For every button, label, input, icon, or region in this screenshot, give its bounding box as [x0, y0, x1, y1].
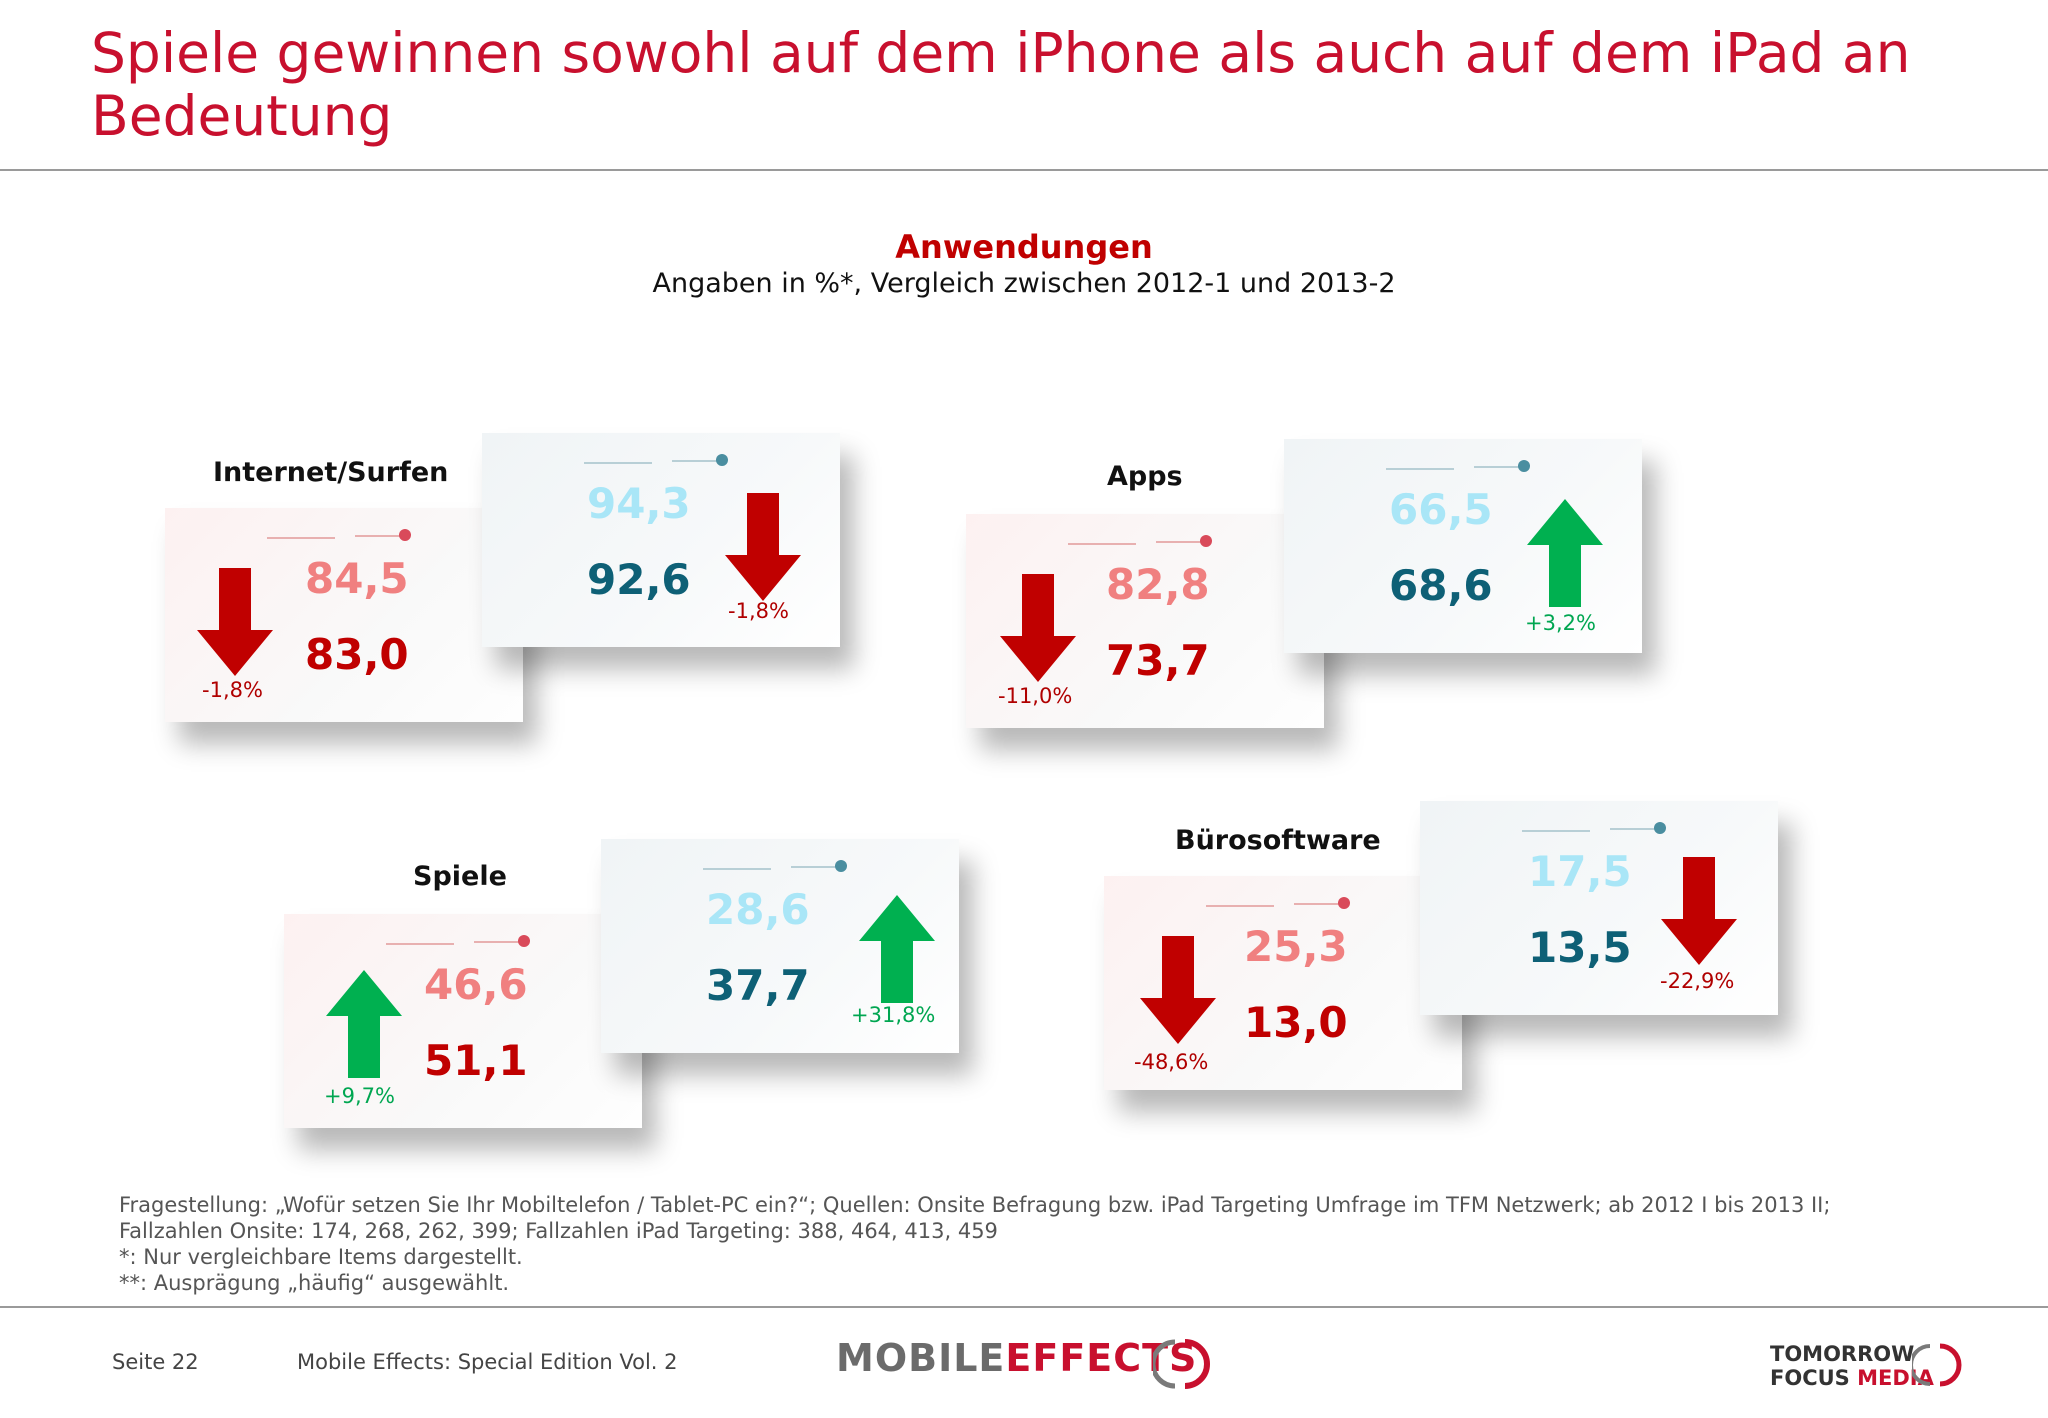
value-2013: 37,7	[706, 961, 810, 1010]
tomorrow-focus-media-mark-icon	[1912, 1343, 1962, 1387]
change-percent: +3,2%	[1525, 611, 1596, 635]
phone-device-decor-icon	[1068, 535, 1212, 547]
arrow-down-icon	[197, 568, 273, 676]
chart-title: Anwendungen	[895, 228, 1153, 266]
mobile-effects-logo: MOBILEEFFECTS	[836, 1336, 1198, 1380]
publication-name: Mobile Effects: Special Edition Vol. 2	[297, 1350, 678, 1374]
value-2012: 82,8	[1106, 560, 1210, 609]
phone-card: 82,8 73,7 -11,0%	[966, 514, 1324, 728]
group-label: Internet/Surfen	[213, 457, 449, 488]
phone-device-decor-icon	[267, 529, 411, 541]
arrow-down-icon	[1661, 857, 1737, 965]
page-title: Spiele gewinnen sowohl auf dem iPhone al…	[91, 21, 1911, 148]
group-label: Apps	[1107, 461, 1183, 492]
arrow-up-icon	[1527, 499, 1603, 607]
change-percent: -1,8%	[202, 678, 263, 702]
chart-subtitle: Angaben in %*, Vergleich zwischen 2012-1…	[652, 268, 1396, 299]
value-2013: 83,0	[305, 630, 409, 679]
change-percent: -1,8%	[728, 599, 789, 623]
tablet-device-decor-icon	[1386, 460, 1530, 472]
value-2013: 13,5	[1528, 923, 1632, 972]
value-2013: 68,6	[1389, 561, 1493, 610]
value-2013: 13,0	[1244, 998, 1348, 1047]
mobile-effects-mark-icon	[1153, 1339, 1210, 1389]
tablet-card: 66,5 68,6 +3,2%	[1284, 439, 1642, 653]
footnote-question: Fragestellung: „Wofür setzen Sie Ihr Mob…	[119, 1193, 1831, 1217]
tablet-device-decor-icon	[703, 860, 847, 872]
change-percent: +9,7%	[324, 1084, 395, 1108]
change-percent: -48,6%	[1134, 1050, 1209, 1074]
footnote-items: *: Nur vergleichbare Items dargestellt.	[119, 1245, 523, 1269]
tablet-card: 28,6 37,7 +31,8%	[601, 839, 959, 1053]
arrow-down-icon	[725, 493, 801, 601]
tablet-device-decor-icon	[584, 454, 728, 466]
phone-card: 84,5 83,0 -1,8%	[165, 508, 523, 722]
value-2012: 28,6	[706, 885, 810, 934]
value-2013: 51,1	[424, 1036, 528, 1085]
change-percent: +31,8%	[851, 1003, 936, 1027]
arrow-up-icon	[859, 895, 935, 1003]
group-label: Bürosoftware	[1175, 825, 1381, 856]
value-2012: 46,6	[424, 960, 528, 1009]
footnote-frequency: **: Ausprägung „häufig“ ausgewählt.	[119, 1271, 510, 1295]
arrow-down-icon	[1140, 936, 1216, 1044]
tablet-card: 17,5 13,5 -22,9%	[1420, 801, 1778, 1015]
group-label: Spiele	[413, 861, 507, 892]
footer-divider	[0, 1306, 2048, 1308]
value-2012: 84,5	[305, 554, 409, 603]
value-2012: 17,5	[1528, 847, 1632, 896]
value-2012: 94,3	[587, 479, 691, 528]
value-2012: 25,3	[1244, 922, 1348, 971]
tomorrow-focus-media-logo: TOMORROW FOCUS MEDIA	[1770, 1342, 1934, 1390]
footnote-sample-sizes: Fallzahlen Onsite: 174, 268, 262, 399; F…	[119, 1219, 998, 1243]
phone-card: 46,6 51,1 +9,7%	[284, 914, 642, 1128]
phone-device-decor-icon	[1206, 897, 1350, 909]
value-2013: 73,7	[1106, 636, 1210, 685]
phone-card: 25,3 13,0 -48,6%	[1104, 876, 1462, 1090]
page-number: Seite 22	[112, 1350, 199, 1374]
phone-device-decor-icon	[386, 935, 530, 947]
change-percent: -22,9%	[1660, 969, 1735, 993]
tablet-card: 94,3 92,6 -1,8%	[482, 433, 840, 647]
value-2013: 92,6	[587, 555, 691, 604]
change-percent: -11,0%	[998, 684, 1073, 708]
header-divider	[0, 169, 2048, 171]
arrow-up-icon	[326, 970, 402, 1078]
value-2012: 66,5	[1389, 485, 1493, 534]
footnotes: Fragestellung: „Wofür setzen Sie Ihr Mob…	[119, 1192, 1979, 1296]
arrow-down-icon	[1000, 574, 1076, 682]
tablet-device-decor-icon	[1522, 822, 1666, 834]
